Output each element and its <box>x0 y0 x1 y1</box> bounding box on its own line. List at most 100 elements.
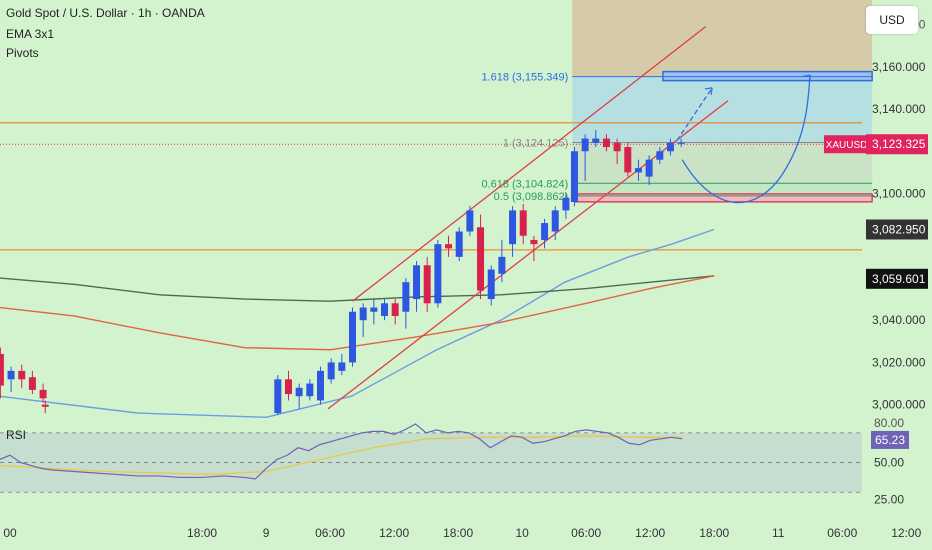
time-tick-0: 18:00 <box>187 526 217 540</box>
indicator-pivots[interactable]: Pivots <box>6 46 39 60</box>
candle-body-5 <box>41 404 49 407</box>
moving-average-0 <box>0 228 715 419</box>
candle-body-25 <box>477 227 485 291</box>
time-tick-1: 9 <box>263 526 270 540</box>
fib-label-0: 1.618 (3,155.349) <box>481 72 568 84</box>
time-tick-10: 06:00 <box>827 526 857 540</box>
target-zone-mid <box>572 142 873 184</box>
candle-body-0 <box>0 353 4 386</box>
price-label-bg-1 <box>866 219 928 240</box>
price-flag-0 <box>824 135 869 154</box>
moving-average-1 <box>0 275 715 302</box>
candle-body-20 <box>423 265 431 304</box>
time-tick-9: 11 <box>772 526 785 540</box>
price-tick-3: 3,040.000 <box>872 313 926 327</box>
time-tick-4: 18:00 <box>443 526 473 540</box>
indicator-ema[interactable]: EMA 3x1 <box>6 27 55 41</box>
candle-body-8 <box>295 387 303 397</box>
rsi-value-bg <box>871 430 909 449</box>
price-tick-5: 3,000.000 <box>872 398 926 412</box>
chart-title: Gold Spot / U.S. Dollar · 1h · OANDA <box>6 6 205 20</box>
rsi-line <box>0 423 683 480</box>
candle-body-10 <box>316 370 324 401</box>
candle-body-2 <box>18 370 26 380</box>
support-box <box>573 193 873 203</box>
time-tick-3: 12:00 <box>379 526 409 540</box>
fib-label-2: 0.618 (3,104.824) <box>481 178 568 190</box>
candle-body-38 <box>613 142 621 152</box>
candle-body-27 <box>498 256 506 274</box>
time-tick-8: 18:00 <box>699 526 729 540</box>
rsi-label: RSI <box>6 428 27 442</box>
target-zone-upper <box>572 0 873 77</box>
rsi-band-fill <box>0 432 862 493</box>
candle-body-1 <box>7 370 15 380</box>
rsi-tick-0: 50.00 <box>874 456 904 470</box>
projection-curve-arrow <box>681 75 811 204</box>
time-tick-2: 06:00 <box>315 526 345 540</box>
candle-body-11 <box>327 362 335 380</box>
time-tick-5: 10 <box>515 526 529 540</box>
candle-body-44 <box>677 142 685 144</box>
price-label-0: 3,123.325 <box>872 137 926 151</box>
projection-arrowhead-1 <box>704 87 713 96</box>
candle-body-19 <box>413 265 421 300</box>
candle-body-26 <box>487 269 495 300</box>
candle-body-14 <box>359 307 367 321</box>
rsi-tick-partial-0: 80.00 <box>874 416 904 430</box>
candle-body-6 <box>274 379 282 414</box>
rsi-value-label: 65.23 <box>875 433 905 447</box>
candle-body-35 <box>581 138 589 152</box>
price-tick-1: 3,140.000 <box>872 102 926 116</box>
price-tick-4: 3,020.000 <box>872 355 926 369</box>
price-label-bg-0 <box>866 134 928 155</box>
target-zone-blue <box>572 76 873 143</box>
candle-body-28 <box>509 210 517 245</box>
time-tick-6: 06:00 <box>571 526 601 540</box>
candle-body-31 <box>541 223 549 240</box>
candle-body-32 <box>551 210 559 232</box>
candle-body-29 <box>519 210 527 236</box>
currency-button[interactable]: USD <box>866 6 918 34</box>
candle-body-41 <box>645 159 653 177</box>
candle-body-37 <box>602 138 610 148</box>
candle-body-17 <box>391 303 399 316</box>
price-label-2: 3,059.601 <box>872 272 926 286</box>
fib-label-3: 0.5 (3,098.862) <box>494 191 569 203</box>
candle-body-43 <box>666 142 674 152</box>
candle-body-13 <box>349 311 357 363</box>
price-tick-0: 3,160.000 <box>872 60 926 74</box>
candle-body-18 <box>402 282 410 312</box>
moving-average-2 <box>0 275 715 351</box>
candle-body-16 <box>381 303 389 316</box>
candle-body-7 <box>284 379 292 395</box>
candle-body-12 <box>338 362 346 371</box>
price-tick-2: 3,100.000 <box>872 186 926 200</box>
candle-body-36 <box>592 138 600 143</box>
candle-body-23 <box>455 231 463 257</box>
rsi-tick-1: 25.00 <box>874 493 904 507</box>
projection-arrowhead-2 <box>803 74 811 83</box>
candle-body-15 <box>370 307 378 312</box>
time-tick-7: 12:00 <box>635 526 665 540</box>
candle-body-24 <box>466 210 474 232</box>
time-tick-11: 12:00 <box>891 526 921 540</box>
projection-dashed-arrow <box>676 87 713 142</box>
candle-body-33 <box>562 197 570 211</box>
candle-body-4 <box>39 389 47 399</box>
candle-body-3 <box>28 377 36 390</box>
rsi-ma-line <box>0 435 683 476</box>
candle-body-21 <box>434 244 442 304</box>
candle-body-42 <box>656 151 664 160</box>
price-label-1: 3,082.950 <box>872 222 926 236</box>
channel-upper-line <box>352 26 707 302</box>
fib-label-1: 1 (3,124.125) <box>503 138 568 150</box>
candle-body-34 <box>570 151 578 202</box>
candle-body-9 <box>306 383 314 397</box>
candle-body-30 <box>530 239 538 245</box>
price-label-bg-2 <box>866 268 928 289</box>
candle-body-22 <box>445 244 453 249</box>
candle-body-40 <box>634 168 642 173</box>
